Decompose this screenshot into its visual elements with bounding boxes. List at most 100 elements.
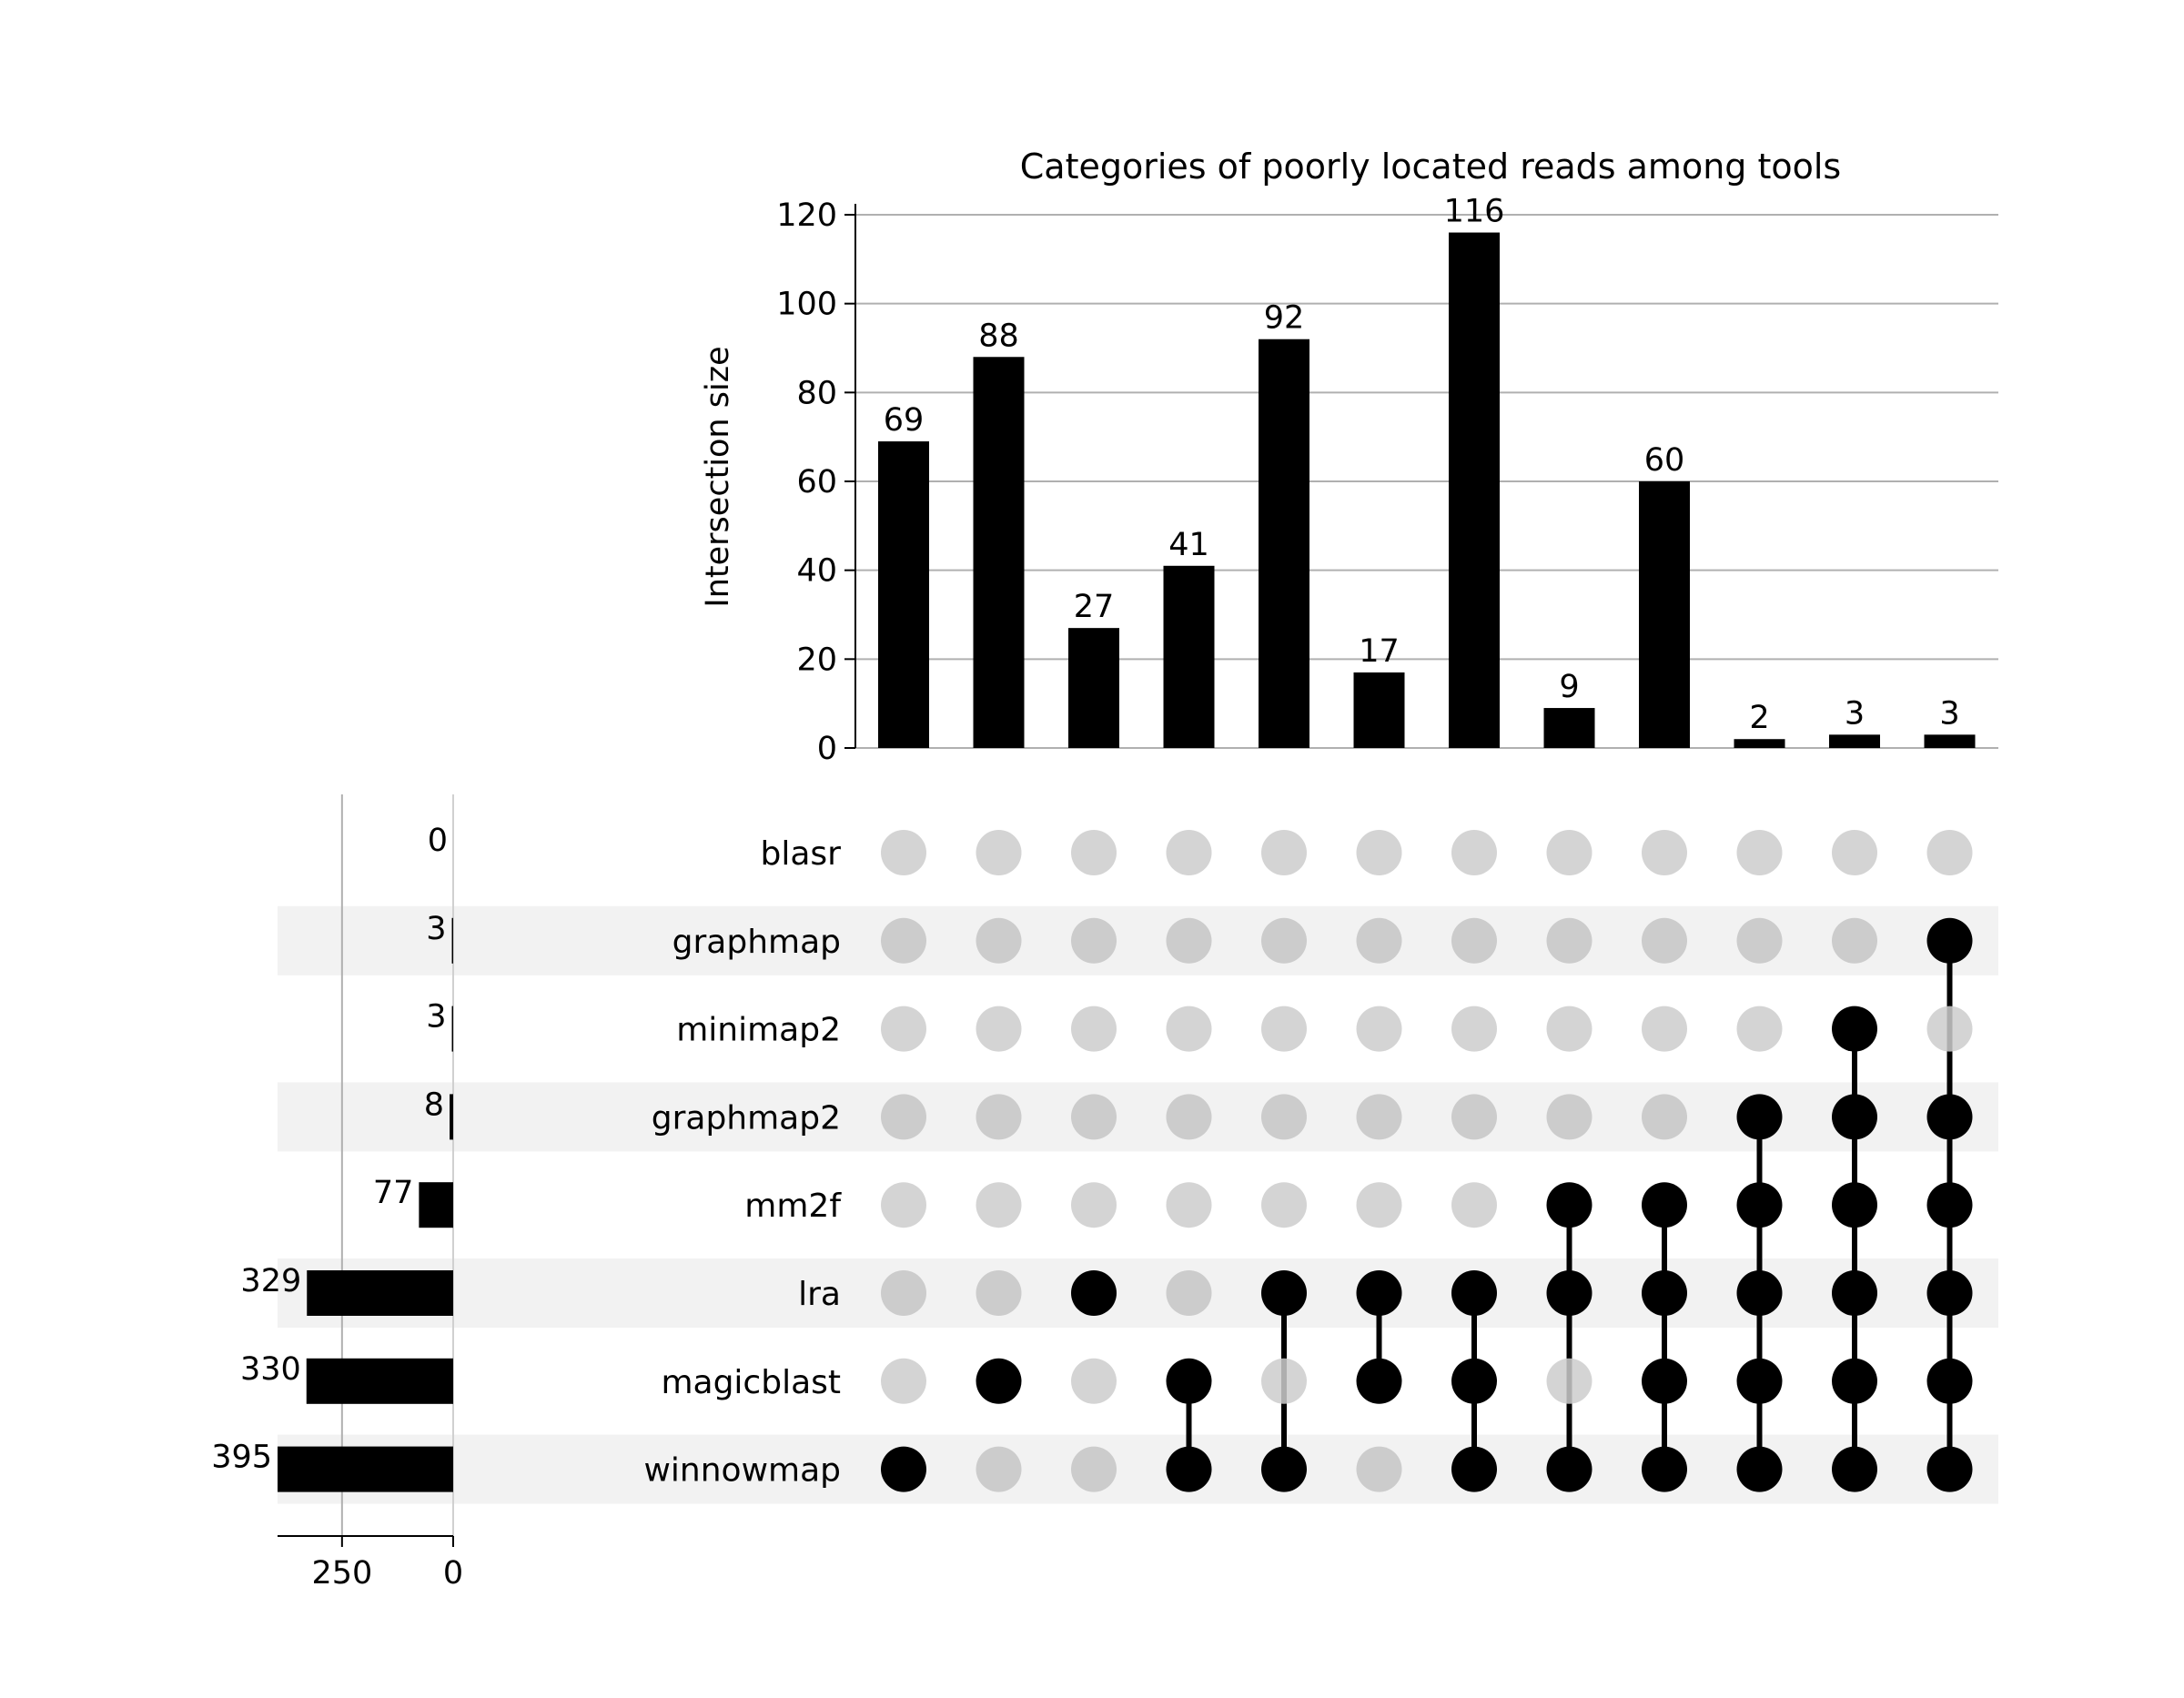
setsize-x-tick-label: 250 <box>311 1555 372 1592</box>
membership-dot-active <box>881 1446 926 1492</box>
membership-dot-inactive <box>976 1446 1022 1492</box>
intersection-bar <box>1353 672 1405 748</box>
set-label-blasr: blasr <box>761 835 842 873</box>
set-label-magicblast: magicblast <box>661 1364 841 1401</box>
bar-value-label: 92 <box>1264 300 1305 337</box>
y-tick-label: 40 <box>796 553 837 590</box>
intersection-bar <box>1163 565 1215 748</box>
y-axis-label: Intersection size <box>700 346 736 607</box>
set-size-label-mm2f: 77 <box>373 1175 414 1211</box>
membership-dot-inactive <box>1261 1182 1307 1228</box>
membership-dot-active <box>1926 1270 1973 1316</box>
membership-dot-inactive <box>881 917 926 964</box>
membership-dot-active <box>976 1358 1022 1404</box>
membership-dot-inactive <box>1546 830 1592 875</box>
intersection-bar <box>1068 628 1119 748</box>
membership-dot-active <box>1451 1270 1497 1316</box>
membership-dot-active <box>1166 1358 1212 1404</box>
membership-dot-active <box>1926 1182 1973 1228</box>
bar-value-label: 69 <box>884 402 925 439</box>
bar-value-label: 27 <box>1074 589 1115 625</box>
membership-dot-inactive <box>1832 917 1877 964</box>
membership-dot-inactive <box>1166 1182 1212 1228</box>
membership-dot-active <box>1832 1094 1877 1140</box>
membership-dot-inactive <box>1736 1006 1783 1052</box>
set-label-graphmap: graphmap <box>672 924 841 961</box>
membership-dot-inactive <box>1356 917 1402 964</box>
intersection-bar <box>1829 734 1880 748</box>
membership-dot-active <box>1832 1182 1877 1228</box>
row-shade-graphmap <box>278 905 1998 975</box>
membership-dot-inactive <box>1356 1006 1402 1052</box>
set-size-bar-mm2f <box>419 1182 453 1228</box>
membership-dot-inactive <box>881 1182 926 1228</box>
membership-dot-inactive <box>1642 1094 1687 1140</box>
intersection-bar <box>1639 481 1690 748</box>
setsize-x-tick-label: 0 <box>443 1555 463 1592</box>
membership-dot-inactive <box>1261 917 1307 964</box>
membership-dot-inactive <box>1166 1094 1212 1140</box>
bar-value-label: 2 <box>1749 700 1769 736</box>
membership-dot-active <box>1832 1270 1877 1316</box>
membership-dot-inactive <box>1261 1006 1307 1052</box>
membership-dot-inactive <box>1546 917 1592 964</box>
set-label-mm2f: mm2f <box>744 1188 842 1225</box>
membership-dot-inactive <box>1071 1358 1117 1404</box>
y-tick-label: 20 <box>796 642 837 678</box>
y-tick-label: 80 <box>796 375 837 411</box>
set-size-label-graphmap: 3 <box>426 911 446 947</box>
membership-dot-active <box>1546 1446 1592 1492</box>
membership-dot-inactive <box>1356 1446 1402 1492</box>
membership-dot-inactive <box>1736 917 1783 964</box>
membership-dot-inactive <box>976 1006 1022 1052</box>
y-tick-label: 120 <box>776 197 837 234</box>
membership-dot-active <box>1356 1358 1402 1404</box>
membership-dot-inactive <box>1926 830 1973 875</box>
set-size-bar-magicblast <box>306 1358 453 1404</box>
membership-dot-active <box>1642 1358 1687 1404</box>
set-label-winnowmap: winnowmap <box>643 1452 841 1490</box>
bar-value-label: 41 <box>1168 527 1209 563</box>
set-size-label-lra: 329 <box>240 1263 301 1299</box>
membership-dot-inactive <box>1926 1006 1973 1052</box>
membership-dot-inactive <box>1166 1006 1212 1052</box>
membership-dot-inactive <box>881 1270 926 1316</box>
set-size-label-minimap2: 3 <box>426 999 446 1036</box>
membership-dot-inactive <box>881 1094 926 1140</box>
membership-dot-active <box>1546 1182 1592 1228</box>
bar-value-label: 3 <box>1845 695 1865 732</box>
membership-dot-active <box>1832 1358 1877 1404</box>
intersection-bar <box>1924 734 1976 748</box>
membership-dot-inactive <box>1642 1006 1687 1052</box>
membership-dot-inactive <box>1546 1006 1592 1052</box>
membership-dot-inactive <box>976 830 1022 875</box>
membership-dot-inactive <box>1071 1446 1117 1492</box>
membership-dot-inactive <box>976 1182 1022 1228</box>
set-size-bar-minimap2 <box>451 1006 453 1052</box>
set-size-bar-lra <box>307 1270 453 1316</box>
membership-dot-inactive <box>1451 830 1497 875</box>
set-size-label-graphmap2: 8 <box>424 1087 444 1123</box>
membership-dot-inactive <box>1356 830 1402 875</box>
membership-dot-active <box>1926 1094 1973 1140</box>
bar-value-label: 88 <box>978 318 1019 354</box>
row-shade-lra <box>278 1258 1998 1328</box>
membership-dot-inactive <box>1166 1270 1212 1316</box>
membership-dot-inactive <box>1071 1182 1117 1228</box>
gridlines <box>340 214 1998 1536</box>
membership-dot-active <box>1926 1358 1973 1404</box>
bar-value-label: 9 <box>1559 669 1579 705</box>
membership-dot-active <box>1451 1446 1497 1492</box>
intersection-bars: 69 88 27 41 92 17 116 9 60 2 3 3 <box>878 194 1976 749</box>
y-tick-label: 0 <box>817 731 837 767</box>
membership-dot-active <box>1926 1446 1973 1492</box>
y-tick-label: 60 <box>796 464 837 500</box>
membership-dot-active <box>1166 1446 1212 1492</box>
row-shade-winnowmap <box>278 1434 1998 1504</box>
membership-dot-inactive <box>1261 1094 1307 1140</box>
intersection-bar <box>1543 708 1595 748</box>
membership-dot-active <box>1356 1270 1402 1316</box>
intersection-bar <box>878 441 929 748</box>
membership-dot-inactive <box>881 830 926 875</box>
